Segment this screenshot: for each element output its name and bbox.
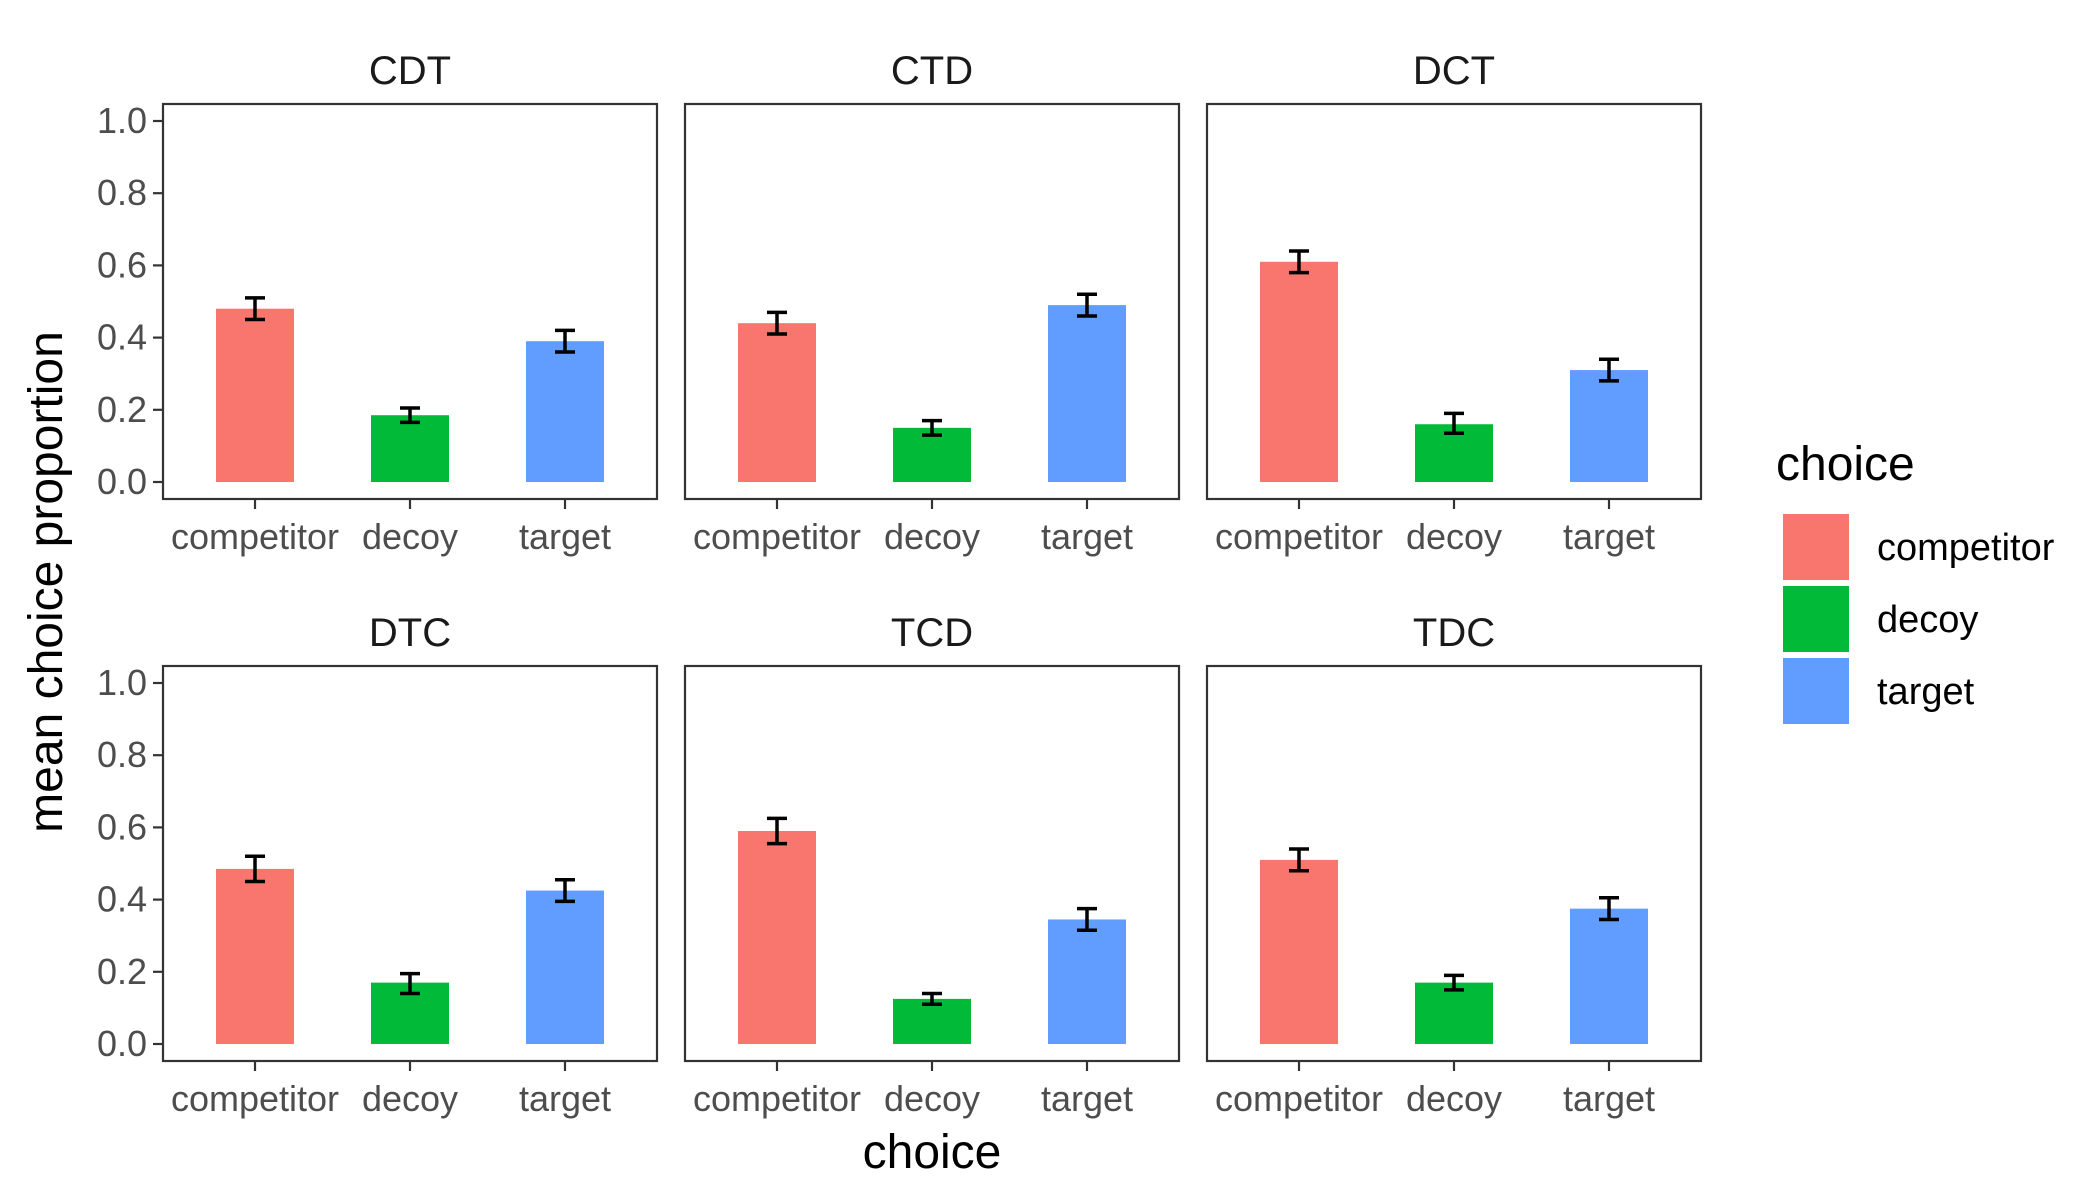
y-tick-label: 0.0 bbox=[97, 461, 147, 502]
error-bar-target bbox=[555, 877, 575, 904]
y-tick-label: 0.6 bbox=[97, 806, 147, 847]
x-tick-label: target bbox=[1041, 1078, 1133, 1119]
y-tick-label: 0.8 bbox=[97, 734, 147, 775]
x-tick-label: competitor bbox=[1215, 1078, 1383, 1119]
x-tick-label: target bbox=[519, 1078, 611, 1119]
y-tick-label: 0.2 bbox=[97, 951, 147, 992]
panels: CDT 0.0 0.2 0.4 0.6 0.8 1.0 competitor decoy targ… bbox=[97, 49, 1703, 1119]
bar-decoy bbox=[893, 998, 971, 1044]
bar-decoy bbox=[893, 427, 971, 482]
bar-target bbox=[526, 341, 604, 482]
legend-key-decoy bbox=[1783, 586, 1849, 652]
facet-panel-tcd: TCD competitor decoy target bbox=[683, 611, 1181, 1119]
x-tick-label: decoy bbox=[1406, 1078, 1502, 1119]
legend-item-decoy: decoy bbox=[1783, 586, 1978, 652]
bar-competitor bbox=[216, 868, 294, 1044]
y-tick-label: 0.4 bbox=[97, 317, 147, 358]
facet-title: DCT bbox=[1413, 49, 1495, 93]
error-bar-decoy bbox=[1444, 411, 1464, 436]
bar-target bbox=[1570, 370, 1648, 482]
x-tick-label: competitor bbox=[693, 1078, 861, 1119]
legend-item-competitor: competitor bbox=[1783, 514, 2055, 580]
x-tick-label: decoy bbox=[884, 516, 980, 557]
x-axis-title: choice bbox=[863, 1126, 1002, 1179]
legend-key-competitor bbox=[1783, 514, 1849, 580]
legend: choice competitor decoy target bbox=[1776, 438, 2055, 724]
facet-panel-dtc: DTC 0.0 0.2 0.4 0.6 0.8 1.0 competitor decoy targ… bbox=[97, 611, 659, 1119]
facet-title: TDC bbox=[1413, 611, 1495, 655]
bar-competitor bbox=[1260, 859, 1338, 1044]
x-tick-label: decoy bbox=[884, 1078, 980, 1119]
x-tick-label: competitor bbox=[171, 516, 339, 557]
y-tick-label: 1.0 bbox=[97, 100, 147, 141]
error-bar-decoy bbox=[922, 418, 942, 437]
bar-target bbox=[1570, 908, 1648, 1044]
facet-panel-dct: DCT competitor decoy target bbox=[1205, 49, 1703, 557]
error-bar-competitor bbox=[1289, 249, 1309, 275]
error-bar-target bbox=[1077, 906, 1097, 933]
x-tick-label: target bbox=[1041, 516, 1133, 557]
error-bar-competitor bbox=[245, 854, 265, 884]
error-bar-decoy bbox=[922, 991, 942, 1007]
error-bar-decoy bbox=[400, 406, 420, 425]
y-tick-label: 0.0 bbox=[97, 1023, 147, 1064]
y-tick-label: 0.8 bbox=[97, 172, 147, 213]
x-tick-label: target bbox=[519, 516, 611, 557]
bar-competitor bbox=[738, 831, 816, 1044]
error-bar-decoy bbox=[1444, 973, 1464, 992]
legend-label: competitor bbox=[1877, 527, 2055, 569]
bar-decoy bbox=[371, 415, 449, 482]
bar-target bbox=[526, 890, 604, 1044]
x-tick-label: target bbox=[1563, 516, 1655, 557]
legend-label: target bbox=[1877, 671, 1975, 713]
y-tick-label: 0.4 bbox=[97, 879, 147, 920]
facet-title: CDT bbox=[369, 49, 451, 93]
bar-competitor bbox=[1260, 261, 1338, 482]
error-bar-competitor bbox=[767, 816, 787, 846]
error-bar-target bbox=[555, 328, 575, 354]
bar-target bbox=[1048, 305, 1126, 482]
facet-title: CTD bbox=[891, 49, 973, 93]
x-tick-label: competitor bbox=[171, 1078, 339, 1119]
facet-panel-tdc: TDC competitor decoy target bbox=[1205, 611, 1703, 1119]
facet-panel-ctd: CTD competitor decoy target bbox=[683, 49, 1181, 557]
error-bar-target bbox=[1599, 896, 1619, 922]
facet-title: DTC bbox=[369, 611, 451, 655]
facet-title: TCD bbox=[891, 611, 973, 655]
error-bar-competitor bbox=[1289, 847, 1309, 873]
error-bar-competitor bbox=[767, 310, 787, 336]
x-tick-label: competitor bbox=[1215, 516, 1383, 557]
y-tick-label: 0.6 bbox=[97, 244, 147, 285]
x-tick-label: target bbox=[1563, 1078, 1655, 1119]
legend-label: decoy bbox=[1877, 599, 1978, 641]
error-bar-target bbox=[1077, 292, 1097, 318]
legend-key-target bbox=[1783, 658, 1849, 724]
y-tick-label: 0.2 bbox=[97, 389, 147, 430]
x-tick-label: decoy bbox=[362, 516, 458, 557]
error-bar-competitor bbox=[245, 296, 265, 322]
y-tick-label: 1.0 bbox=[97, 662, 147, 703]
x-tick-label: competitor bbox=[693, 516, 861, 557]
bar-competitor bbox=[216, 308, 294, 482]
bar-competitor bbox=[738, 323, 816, 482]
legend-title: choice bbox=[1776, 438, 1915, 491]
y-axis-title: mean choice proportion bbox=[20, 331, 73, 833]
facet-panel-cdt: CDT 0.0 0.2 0.4 0.6 0.8 1.0 competitor decoy targ… bbox=[97, 49, 659, 557]
bar-decoy bbox=[1415, 982, 1493, 1044]
error-bar-decoy bbox=[400, 971, 420, 996]
x-tick-label: decoy bbox=[362, 1078, 458, 1119]
x-tick-label: decoy bbox=[1406, 516, 1502, 557]
bar-target bbox=[1048, 919, 1126, 1044]
legend-item-target: target bbox=[1783, 658, 1975, 724]
error-bar-target bbox=[1599, 357, 1619, 383]
